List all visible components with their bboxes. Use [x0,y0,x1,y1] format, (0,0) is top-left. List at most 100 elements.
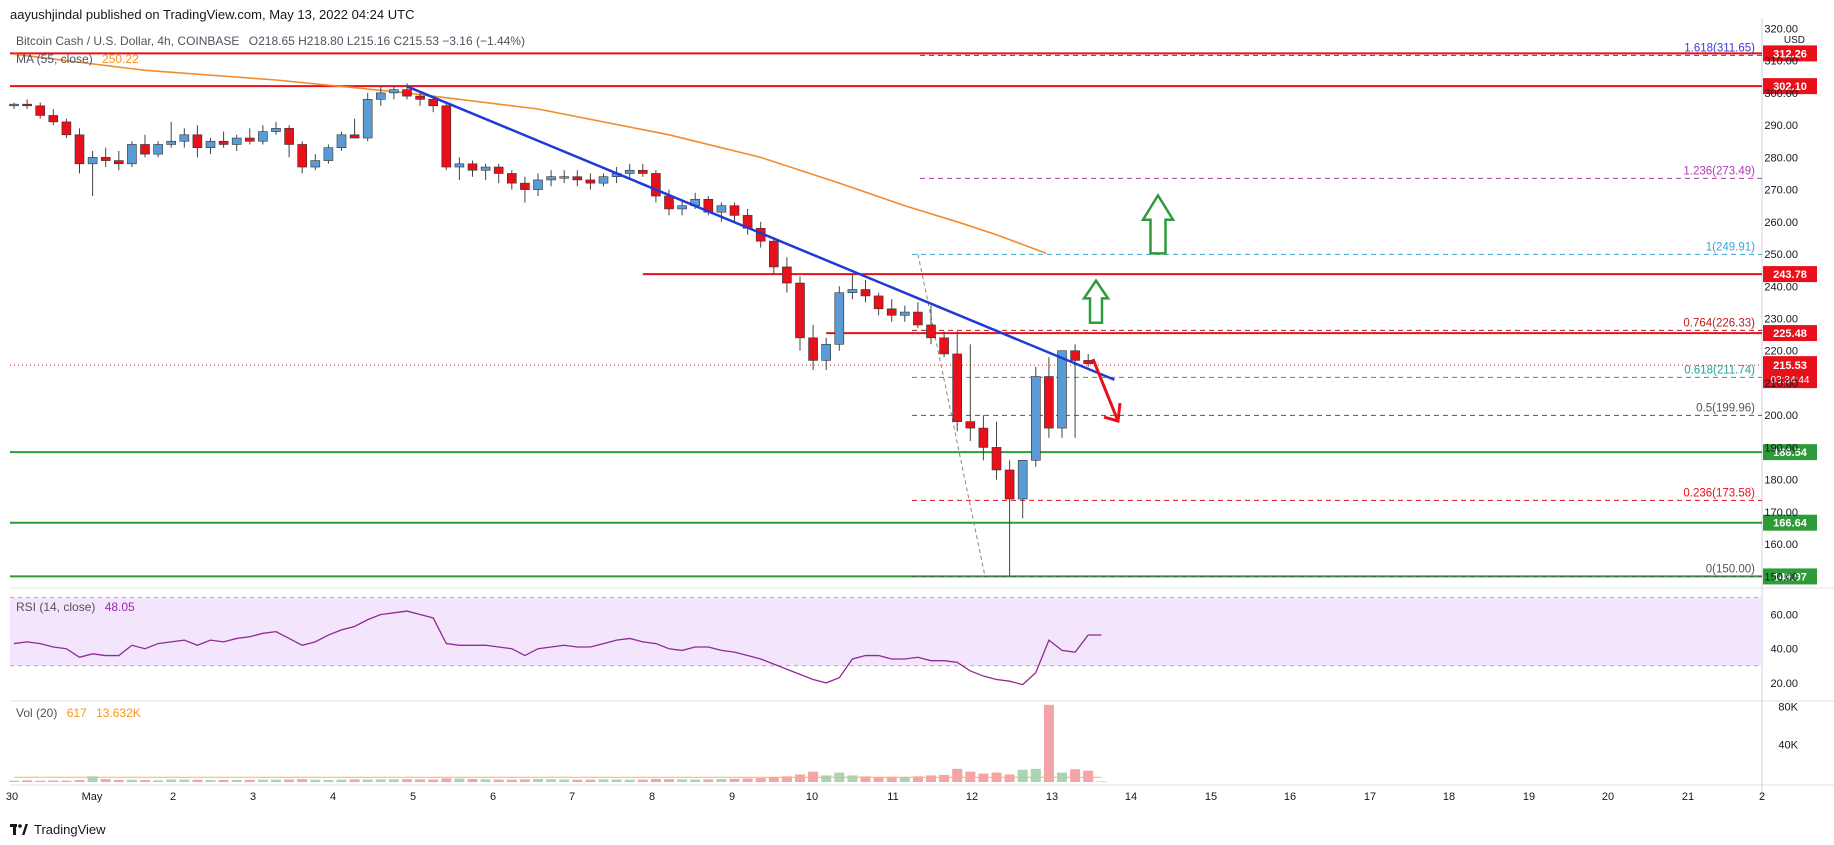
down-arrow-head-icon [1103,402,1122,424]
time-tick-18: 18 [1443,791,1455,803]
level-badge-6 [1763,568,1817,585]
price-tick-13: 190.00 [1764,442,1798,454]
rsi-value: 48.05 [104,600,135,614]
volume-bar-53 [703,779,714,782]
candle-body [441,105,452,168]
price-tick-15: 170.00 [1764,507,1798,519]
volume-bar-18 [244,779,255,782]
brand-name: TradingView [34,822,106,837]
volume-bar-50 [664,779,674,782]
candle-33 [441,102,452,171]
candle-35 [467,160,478,177]
candle-body [978,427,989,448]
candle-body [991,447,1002,471]
candle-15 [205,138,216,155]
volume-bar-28 [375,779,386,782]
candle-41 [546,170,556,187]
candle-body [140,144,150,155]
candle-body [61,121,72,136]
price-tick-5: 270.00 [1764,185,1798,197]
volume-bar-33 [441,778,452,782]
fib-trend-line [917,254,986,577]
candle-31 [415,92,425,106]
candle-body [402,89,412,97]
rsi-label: RSI (14, close) [16,600,96,614]
candle-17 [231,134,242,151]
level-label-5: 166.64 [1773,518,1808,530]
candle-66 [873,292,884,316]
time-tick-3: 3 [250,791,256,803]
candle-68 [899,305,910,322]
candle-27 [362,92,373,142]
volume-bar-62 [821,775,832,782]
price-tick-12: 200.00 [1764,410,1798,422]
volume-legend: Vol (20) 617 13.632K [16,706,147,720]
candle-body [677,205,687,210]
candle-body [637,169,648,174]
volume-bar-35 [467,778,478,782]
volume-bar-82 [1083,770,1094,782]
price-tick-9: 230.00 [1764,314,1798,326]
price-tick-17: 150.00 [1764,571,1798,583]
candle-body [428,99,439,107]
candle-body [546,176,556,181]
volume-bar-24 [323,779,334,782]
volume-bar-57 [755,778,766,782]
candle-body [624,169,635,174]
volume-bar-37 [493,779,504,782]
volume-bar-17 [231,780,242,782]
volume-bar-56 [742,778,753,782]
time-tick-8: 8 [649,791,655,803]
time-tick-6: 6 [490,791,496,803]
candle-6 [87,150,98,197]
candle-body [100,157,111,161]
volume-bar-69 [912,776,923,782]
candle-body [572,176,583,181]
rsi-band [10,597,1762,666]
ohlc-values: O218.65 H218.80 L215.16 C215.53 −3.16 (−… [248,34,525,48]
candle-12 [166,121,176,148]
candle-13 [179,128,190,148]
candle-body [1031,376,1041,461]
candle-body [153,144,163,155]
candle-body [559,176,570,179]
volume-bar-0 [9,780,19,782]
candle-64 [847,273,858,300]
candle-0 [9,102,19,110]
volume-bar-1 [22,780,33,782]
time-tick-12: 12 [966,791,978,803]
ma-label: MA (55, close) [16,52,93,66]
time-tick-21: 21 [1682,791,1694,803]
fib-label-7: 0(150.00) [1706,563,1755,575]
price-tick-2: 300.00 [1764,88,1798,100]
time-tick-11: 11 [887,791,898,803]
candle-body [886,308,897,316]
candle-26 [349,118,360,139]
volume-bar-8 [113,779,124,782]
volume-bar-9 [126,779,137,782]
candle-body [245,137,255,142]
published-line: aayushjindal published on TradingView.co… [10,7,415,22]
candle-67 [886,299,897,322]
candle-60 [795,276,805,351]
candle-body [349,134,360,139]
ma-line [13,53,1047,255]
candle-body [913,311,923,326]
candle-body [782,266,792,284]
candle-body [415,95,425,100]
volume-bar-59 [781,776,792,782]
time-tick-5: 5 [410,791,416,803]
volume-bar-66 [873,777,884,782]
level-badge-0 [1763,45,1817,62]
candle-body [297,144,308,168]
candle-4 [61,118,72,139]
rsi-legend: RSI (14, close) 48.05 [16,600,141,614]
tradingview-brand[interactable]: TradingView [10,822,106,837]
candle-body [258,131,268,142]
ma-legend: MA (55, close) 250.22 [16,52,145,66]
symbol-legend: Bitcoin Cash / U.S. Dollar, 4h, COINBASE… [16,34,531,48]
time-tick-9: 9 [729,791,735,803]
candle-30 [402,83,412,100]
level-badge-1 [1763,78,1817,95]
